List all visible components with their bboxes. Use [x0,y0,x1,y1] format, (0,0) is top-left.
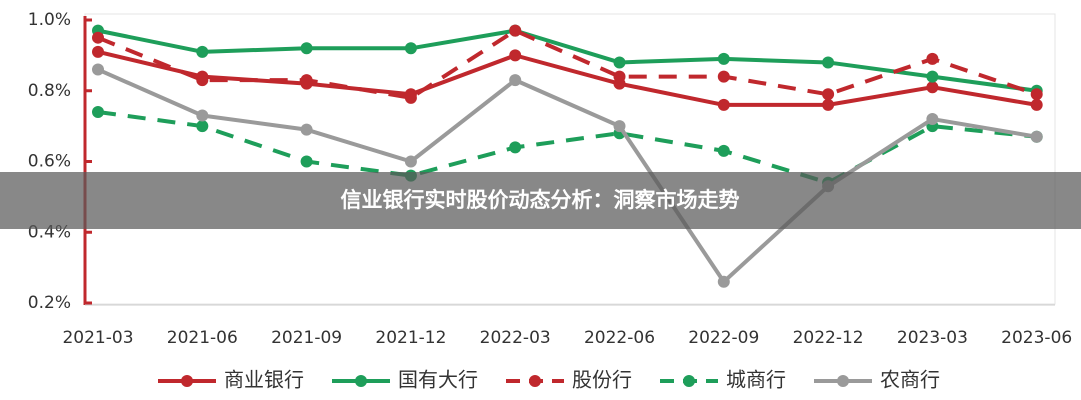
data-point [717,70,730,83]
data-point [822,98,835,111]
legend-item: 城商行 [660,368,786,392]
y-tick-label: 0.2% [28,293,71,313]
data-point [196,74,209,87]
x-tick-label: 2023-03 [897,328,968,348]
data-point [613,70,626,83]
data-point [92,63,104,76]
x-tick-label: 2021-06 [167,328,238,348]
data-point [926,113,939,126]
data-point [92,45,104,58]
x-tick-label: 2022-12 [793,328,864,348]
legend-item: 商业银行 [158,368,304,392]
data-point [1030,88,1043,101]
legend-label: 股份行 [572,368,632,392]
x-tick-label: 2021-12 [375,328,446,348]
data-point [509,24,522,37]
data-point [717,98,730,111]
data-point [509,141,522,154]
data-point [1030,130,1043,143]
series-line [97,109,1037,185]
legend-item: 股份行 [506,368,632,392]
data-point [822,88,835,101]
data-point [717,275,730,288]
series-line [97,28,1038,100]
data-point [926,52,939,65]
data-point [300,155,313,168]
legend-marker [529,375,541,387]
data-point [613,56,626,69]
data-point [509,74,522,87]
data-point [822,56,835,69]
data-point [404,91,417,104]
data-point [509,49,522,62]
legend-marker [683,375,695,387]
data-point [613,120,626,133]
x-tick-label: 2022-03 [480,328,551,348]
data-point [196,120,209,133]
data-point [926,70,939,83]
banner-band [0,172,1081,229]
data-point [196,109,209,122]
legend-label: 城商行 [726,368,786,392]
data-point [926,81,939,94]
y-tick-label: 0.8% [28,81,71,101]
data-point [717,52,730,65]
data-point [404,42,417,55]
data-point [300,123,313,136]
plot-frame [84,13,1056,305]
x-tick-label: 2022-09 [688,328,759,348]
data-point [300,74,313,87]
data-point [92,105,104,118]
series-line [97,49,1038,107]
legend-marker [355,375,367,387]
legend-marker [837,375,849,387]
series-line [97,28,1037,93]
legend-label: 农商行 [880,368,940,392]
x-tick-label: 2022-06 [584,328,655,348]
legend-label: 商业银行 [224,368,304,392]
x-tick-label: 2021-09 [271,328,342,348]
legend-label: 国有大行 [398,368,478,392]
legend-marker [181,375,193,387]
banner-title: 信业银行实时股价动态分析：洞察市场走势 [341,188,740,212]
y-tick-label: 1.0% [28,10,71,30]
data-point [92,31,104,44]
legend-item: 农商行 [814,368,940,392]
y-tick-label: 0.6% [28,152,71,172]
x-tick-label: 2023-06 [1001,328,1072,348]
data-point [717,144,730,157]
data-point [300,42,313,55]
legend-item: 国有大行 [332,368,478,392]
series-line [97,67,1038,284]
data-point [404,155,417,168]
x-tick-label: 2021-03 [62,328,133,348]
data-point [196,45,209,58]
data-point [1030,98,1043,111]
